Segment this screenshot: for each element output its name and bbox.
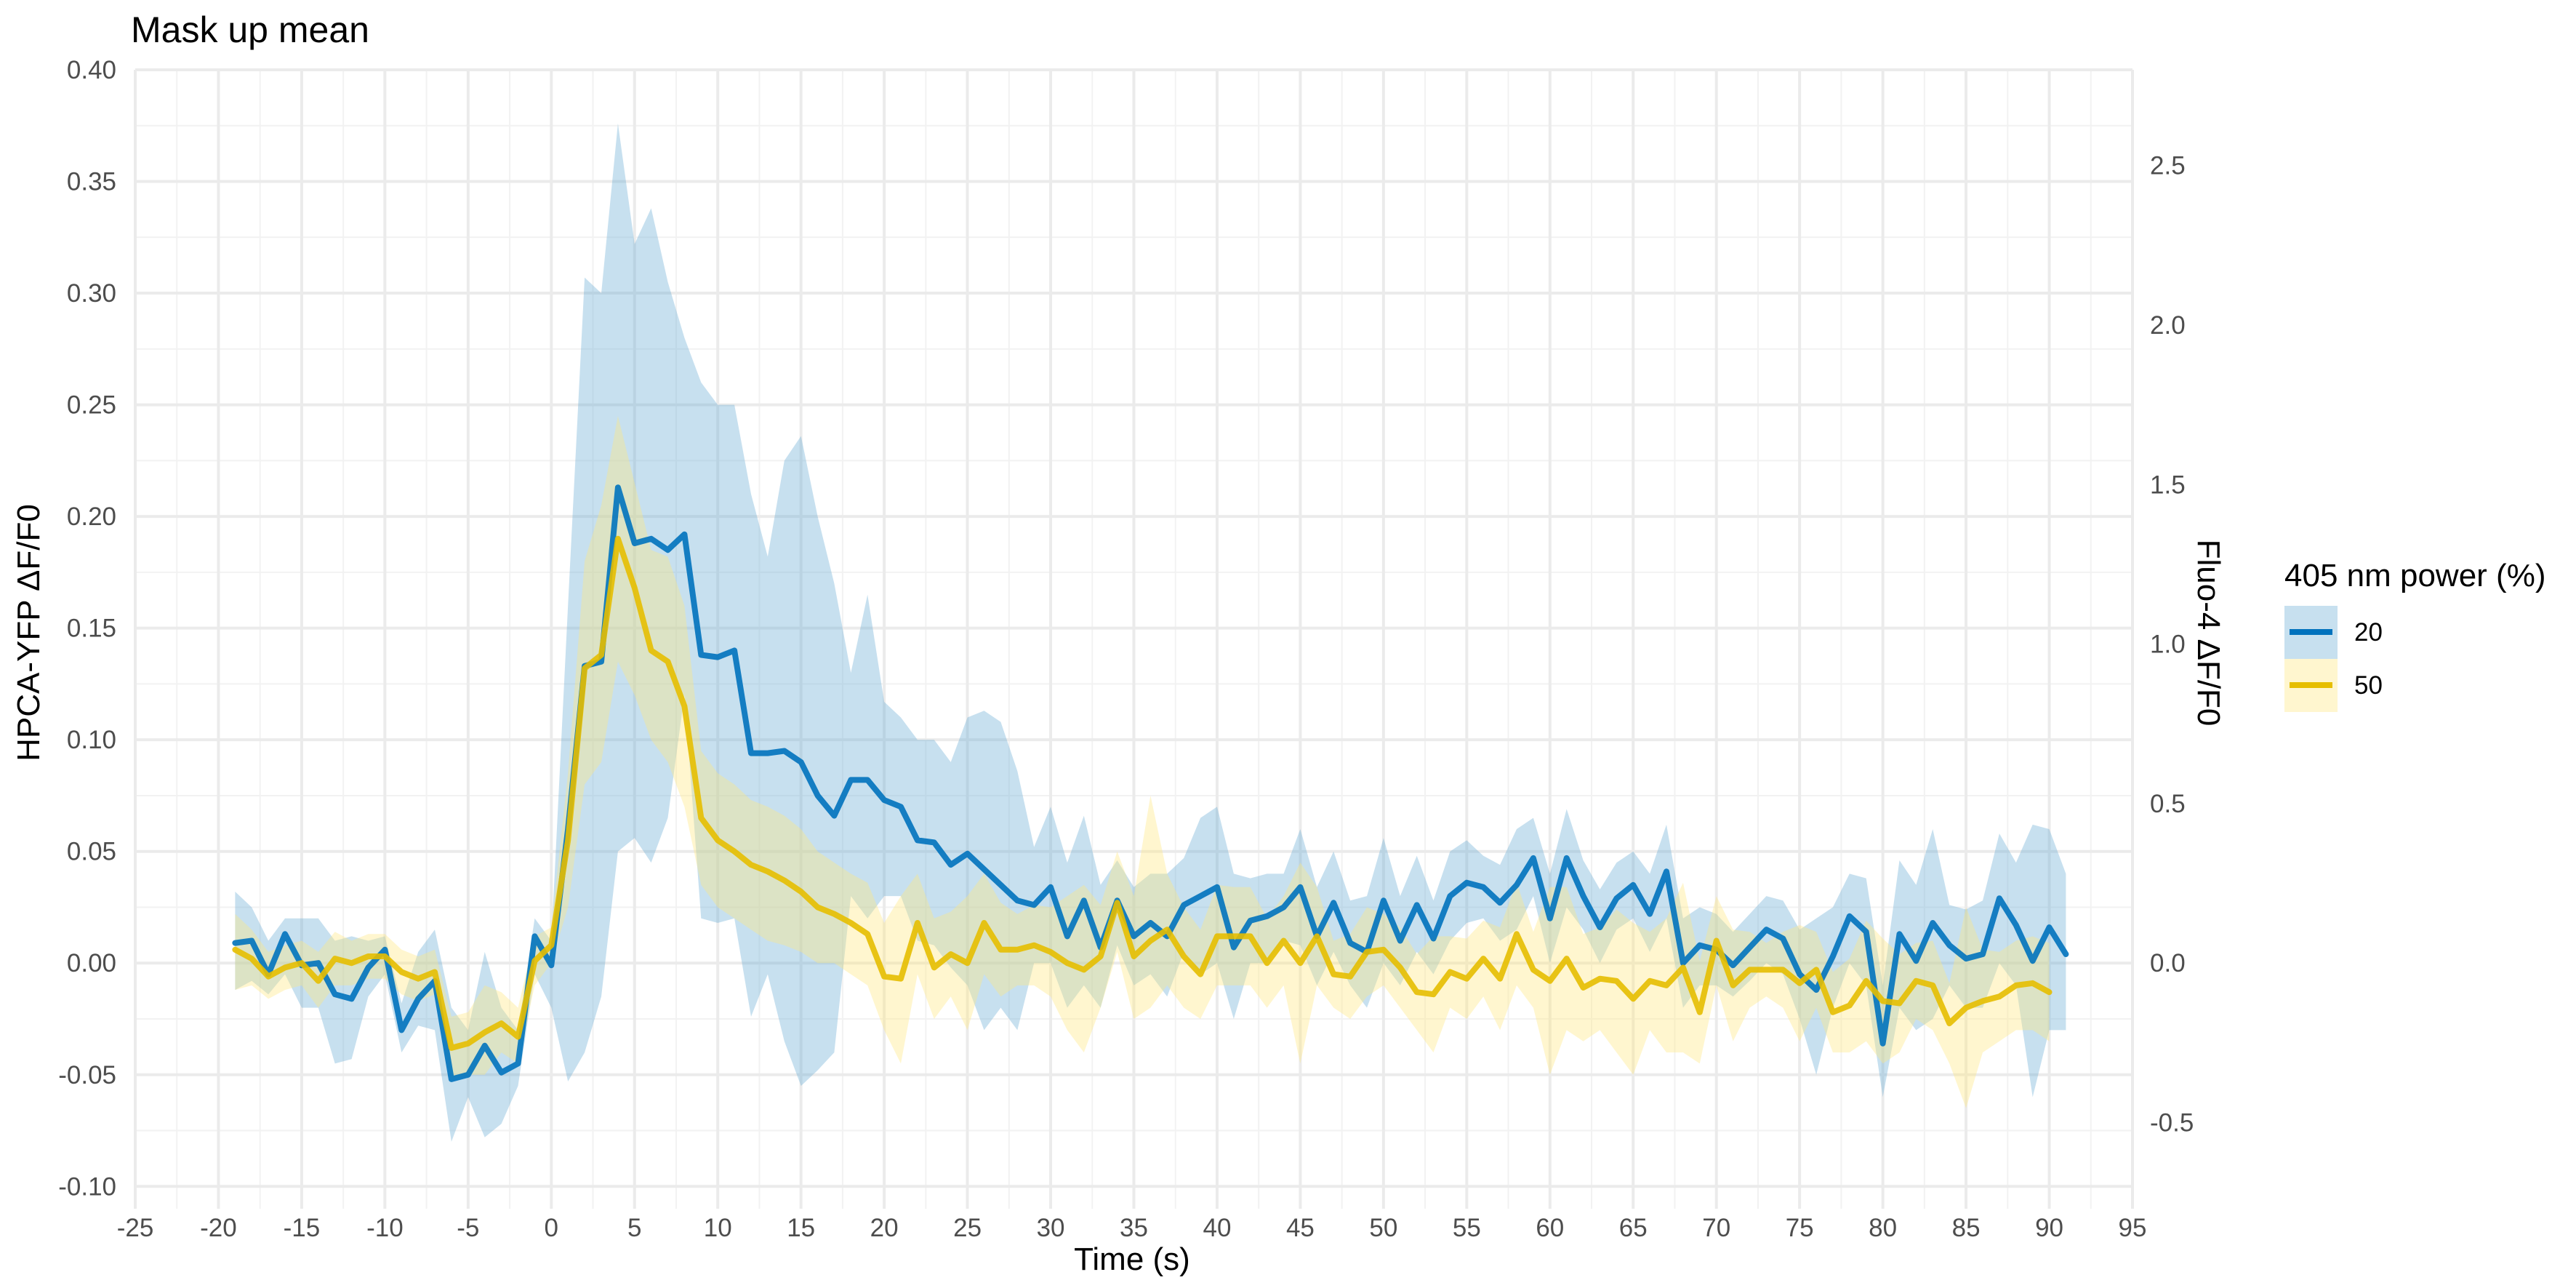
legend-item-50: 50 [2284,659,2383,712]
y2-tick-label: 2.0 [2150,311,2186,340]
x-tick-label: 5 [627,1214,641,1242]
y-tick-label: 0.20 [67,503,116,531]
ribbon-20 [235,123,2066,1142]
x-axis-title: Time (s) [1074,1241,1190,1277]
series-lines [232,484,2069,1082]
x-tick-label: 0 [545,1214,558,1242]
x-axis-ticks: -25 -20 -15 -10 -5 0 5 10 15 20 25 30 35 40 45 50 55 60 65… [117,1214,2147,1242]
line-series-20 [232,484,2069,1082]
legend-title: 405 nm power (%) [2284,558,2545,593]
chart-title: Mask up mean [131,9,369,50]
y2-tick-label: 1.0 [2150,631,2186,659]
x-tick-label: 70 [1702,1214,1730,1242]
x-tick-label: 50 [1369,1214,1397,1242]
x-tick-label: 65 [1619,1214,1648,1242]
y-axis-ticks: -0.10 -0.05 0.00 0.05 0.10 0.15 0.20 0.25 0.30 0.… [58,56,116,1201]
y2-tick-label: 2.5 [2150,152,2186,180]
y-tick-label: 0.00 [67,949,116,977]
y2-tick-label: 0.5 [2150,790,2186,818]
x-tick-label: 95 [2119,1214,2147,1242]
y2-tick-label: 0.0 [2150,949,2186,977]
y-tick-label: 0.25 [67,391,116,420]
x-tick-label: -25 [117,1214,154,1242]
x-tick-label: 25 [953,1214,982,1242]
y-tick-label: 0.10 [67,726,116,754]
x-tick-label: 75 [1786,1214,1814,1242]
x-tick-label: 45 [1286,1214,1315,1242]
x-tick-label: 35 [1120,1214,1148,1242]
x-tick-label: 10 [704,1214,732,1242]
y-tick-label: 0.15 [67,615,116,643]
x-tick-label: 55 [1453,1214,1481,1242]
y-tick-label: 0.40 [67,56,116,84]
x-tick-label: 90 [2035,1214,2063,1242]
x-tick-label: 40 [1203,1214,1231,1242]
y2-tick-label: 1.5 [2150,471,2186,499]
y2-axis-ticks: -0.5 0.0 0.5 1.0 1.5 2.0 2.5 [2150,152,2194,1137]
x-tick-label: 20 [870,1214,899,1242]
legend-label-50: 50 [2354,671,2383,700]
x-tick-label: -5 [457,1214,479,1242]
legend-item-20: 20 [2284,606,2383,659]
legend-label-20: 20 [2354,618,2383,647]
y-tick-label: 0.05 [67,838,116,866]
y-tick-label: 0.30 [67,279,116,308]
y-axis-title: HPCA-YFP ΔF/F0 [11,504,47,761]
x-tick-label: 85 [1952,1214,1981,1242]
y2-tick-label: -0.5 [2150,1109,2194,1137]
y2-axis-title: Fluo-4 ΔF/F0 [2191,540,2226,727]
x-tick-label: -10 [366,1214,404,1242]
ribbon-50 [235,415,2050,1108]
x-tick-label: 15 [787,1214,815,1242]
y-tick-label: -0.05 [58,1061,116,1089]
y-tick-label: -0.10 [58,1172,116,1201]
x-tick-label: 30 [1037,1214,1065,1242]
ribbon-bands [235,123,2066,1142]
x-tick-label: -15 [284,1214,321,1242]
y-tick-label: 0.35 [67,168,116,196]
line-series-50 [232,535,2053,1051]
x-tick-label: 60 [1536,1214,1564,1242]
x-tick-label: 80 [1869,1214,1897,1242]
x-tick-label: -20 [200,1214,237,1242]
